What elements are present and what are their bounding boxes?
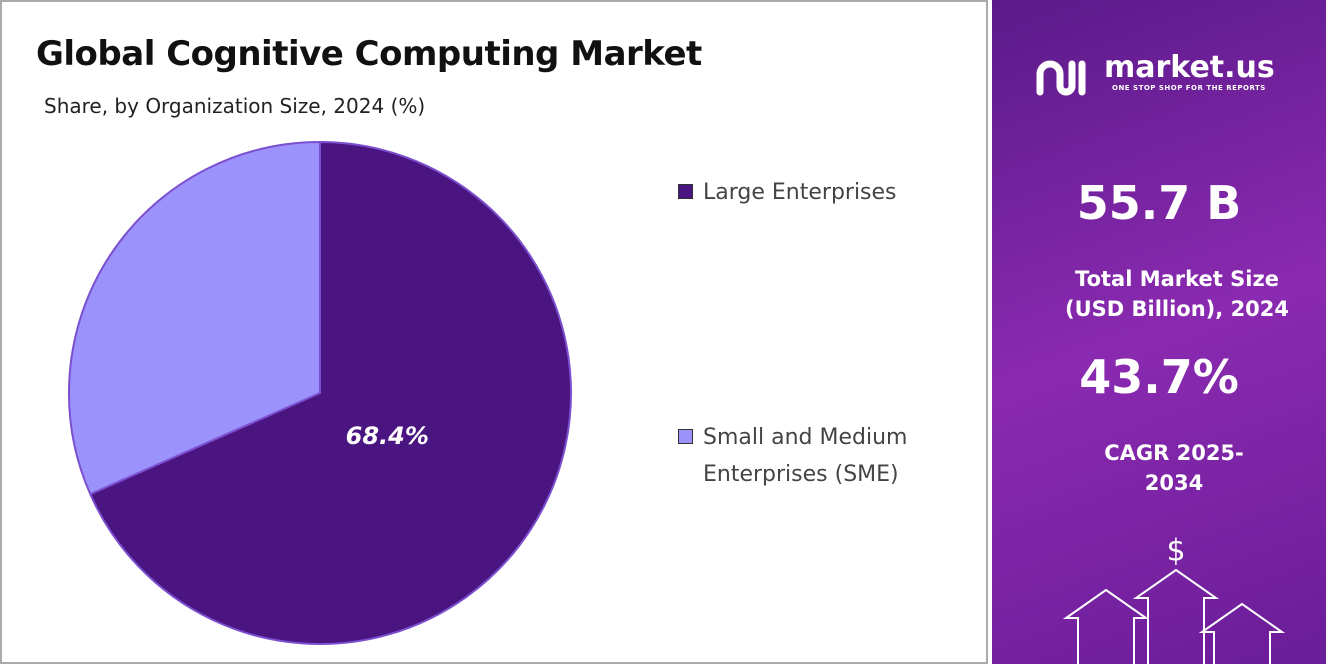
market-size: 55.7 B	[1076, 176, 1242, 230]
legend-item: Small and Medium Enterprises (SME)	[678, 419, 933, 493]
tagline: ONE STOP SHOP FOR THE REPORTS	[1112, 84, 1266, 92]
brand: market.us	[1104, 50, 1275, 85]
cagr-label: CAGR 2025-2034	[1104, 441, 1244, 495]
chart-subtitle: Share, by Organization Size, 2024 (%)	[44, 94, 426, 118]
pie-slice	[68, 140, 321, 496]
chart-title: Global Cognitive Computing Market	[36, 34, 702, 74]
data-label: 68.4%	[346, 422, 429, 450]
legend-swatch	[678, 429, 693, 444]
pie-chart: 68.4%	[68, 140, 572, 645]
decoration: $	[1062, 534, 1286, 668]
legend-swatch	[678, 184, 693, 199]
svg-text:$: $	[1166, 534, 1185, 569]
summary-panel: market.us ONE STOP SHOP FOR THE REPORTS …	[992, 0, 1326, 668]
cagr: 43.7%	[1079, 350, 1239, 404]
pie-slice	[88, 140, 572, 645]
logo-icon	[1036, 60, 1086, 96]
legend-label: Large Enterprises	[703, 180, 897, 205]
legend-label: Small and Medium Enterprises (SME)	[703, 425, 908, 487]
legend-item: Large Enterprises	[678, 174, 953, 211]
market-size-label: Total Market Size (USD Billion), 2024	[1064, 267, 1290, 321]
chart-panel	[0, 0, 988, 664]
